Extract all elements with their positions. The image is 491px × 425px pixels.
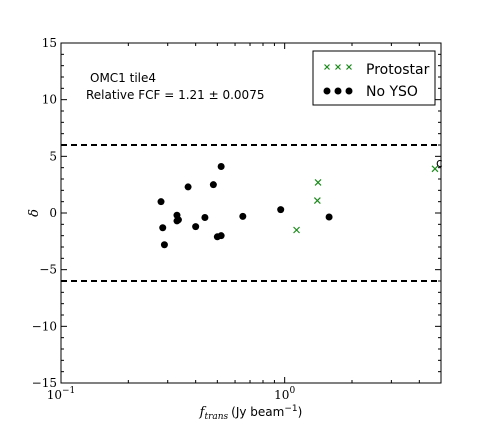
marker-stroke — [431, 165, 439, 173]
annotation-title: OMC1 tile4 — [90, 71, 156, 85]
x-axis-label-subscript: trans — [204, 412, 228, 422]
marker-stroke — [313, 197, 321, 204]
x-tick-label: 100 — [274, 386, 295, 402]
legend: Protostar No YSO — [312, 50, 436, 106]
y-tick-label: −10 — [32, 319, 57, 333]
marker-stroke — [293, 226, 300, 234]
point-no-yso — [201, 214, 209, 222]
point-no-yso — [159, 224, 167, 232]
point-no-yso — [239, 212, 247, 220]
x-axis-label-unit: (Jy beam — [231, 405, 284, 419]
point-protostar — [293, 226, 300, 234]
annotation-fcf: Relative FCF = 1.21 ± 0.0075 — [86, 88, 264, 102]
x-tick-label-exponent: −1 — [62, 386, 75, 396]
point-no-yso — [160, 241, 168, 249]
marker-stroke — [335, 64, 341, 70]
legend-label-protostar: Protostar — [366, 62, 430, 78]
x-tick-label-base: 10 — [274, 388, 289, 402]
x-axis-label-exponent: −1 — [284, 404, 297, 414]
point-no-yso — [184, 183, 192, 191]
legend-protostar-marker — [335, 64, 341, 70]
x-tick-label-base: 10 — [47, 388, 62, 402]
point-protostar — [313, 197, 321, 204]
legend-box — [312, 50, 436, 106]
marker-stroke — [314, 178, 322, 186]
point-no-yso — [217, 232, 225, 240]
point-protostar — [431, 165, 439, 173]
legend-protostar-markers — [324, 64, 352, 70]
data-points: c — [157, 156, 443, 249]
x-axis-label: ftrans (Jy beam−1) — [199, 404, 303, 422]
point-no-yso — [209, 181, 217, 189]
marker-stroke — [324, 64, 330, 70]
point-protostar — [314, 178, 322, 186]
point-no-yso — [174, 216, 182, 224]
y-axis-label: δ — [27, 209, 42, 217]
x-axis-label-symbol: f — [199, 405, 207, 420]
legend-noyso-markers — [323, 87, 353, 95]
legend-no-yso-marker — [334, 87, 342, 95]
y-tick-label: −15 — [32, 376, 57, 390]
legend-protostar-marker — [346, 64, 352, 70]
y-tick-label: 15 — [42, 36, 57, 50]
x-axis-label-close: ) — [298, 405, 303, 419]
y-tick-label: 10 — [42, 93, 57, 107]
x-tick-label: 10−1 — [47, 386, 76, 402]
point-no-yso — [217, 163, 225, 171]
y-tick-label: −5 — [39, 263, 57, 277]
point-no-yso — [157, 198, 165, 206]
point-no-yso — [325, 213, 333, 221]
y-tick-label: 0 — [49, 206, 57, 220]
x-tick-labels: 10−1 100 — [47, 386, 296, 402]
y-tick-label: 5 — [49, 149, 57, 163]
y-tick-labels: −15 −10 −5 0 5 10 15 — [32, 36, 57, 390]
point-label: c — [436, 156, 443, 170]
point-no-yso — [192, 223, 200, 231]
legend-no-yso-marker — [345, 87, 353, 95]
legend-label-no-yso: No YSO — [366, 84, 418, 100]
legend-protostar-marker — [324, 64, 330, 70]
plot-frame — [60, 42, 442, 384]
legend-no-yso-marker — [323, 87, 331, 95]
x-tick-label-exponent: 0 — [289, 386, 295, 396]
marker-stroke — [346, 64, 352, 70]
point-no-yso — [277, 206, 285, 214]
reference-lines — [61, 144, 441, 282]
